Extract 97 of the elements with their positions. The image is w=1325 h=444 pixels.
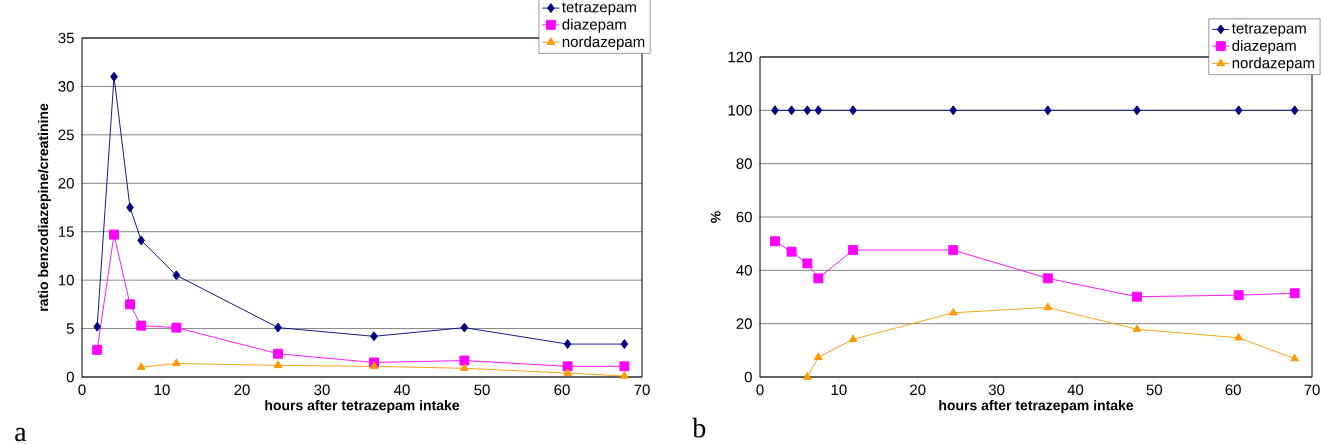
text: a (15, 427, 27, 442)
point (460, 322, 469, 333)
point (848, 245, 859, 256)
point (803, 105, 812, 116)
point (1133, 105, 1141, 116)
point (172, 358, 181, 367)
point (136, 320, 147, 331)
y-tick-label: 0 (744, 371, 752, 383)
x-tick-label: 0 (756, 384, 764, 396)
point (949, 105, 958, 116)
y-tick-label: 25 (58, 129, 74, 141)
point (563, 368, 572, 376)
point (948, 245, 959, 256)
point (1289, 288, 1300, 299)
x-tick-label: 70 (1304, 384, 1320, 396)
x-tick-label: 0 (78, 384, 86, 396)
point (802, 372, 812, 380)
point (1234, 105, 1243, 116)
point (137, 235, 146, 246)
y-tick-label: 5 (66, 323, 74, 334)
point (1044, 105, 1052, 116)
point (370, 331, 378, 342)
point (770, 236, 780, 247)
point (126, 202, 134, 213)
point (1042, 273, 1053, 284)
point (274, 322, 282, 333)
point (814, 352, 823, 360)
legend-label: diazepam (1232, 39, 1296, 54)
point (813, 273, 824, 284)
point (786, 246, 797, 257)
legend-label: diazepam (562, 18, 626, 33)
y-tick-label: 10 (58, 274, 74, 286)
point (109, 229, 119, 240)
point (1132, 324, 1142, 332)
point (814, 105, 823, 116)
point (619, 361, 630, 372)
point (1132, 291, 1142, 302)
point (171, 322, 182, 333)
x-tick-label: 10 (154, 384, 170, 396)
point (273, 348, 283, 359)
x-tick-label: 20 (234, 384, 250, 396)
point (1233, 290, 1244, 301)
point (125, 299, 135, 310)
x-tick-label: 70 (634, 384, 650, 396)
point (93, 321, 102, 332)
legend-label: tetrazepam (562, 2, 636, 16)
y-tick-label: 20 (58, 177, 74, 189)
x-tick-label: 60 (554, 384, 570, 396)
x-axis-title: hours after tetrazepam intake (939, 399, 1134, 414)
x-tick-label: 50 (474, 384, 490, 396)
point (172, 270, 181, 281)
x-tick-label: 40 (1067, 384, 1084, 396)
x-axis-title: hours after tetrazepam intake (265, 399, 460, 414)
x-tick-label: 50 (1146, 384, 1163, 396)
y-tick-label: 35 (58, 32, 74, 44)
point (562, 361, 573, 372)
point (771, 105, 779, 116)
legend-label: nordazepam (562, 36, 645, 51)
point (787, 105, 796, 116)
y-tick-label: 0 (66, 371, 74, 383)
y-tick-label: 40 (736, 265, 752, 276)
point (848, 334, 858, 343)
point (620, 371, 629, 379)
point (802, 258, 813, 269)
legend-label: nordazepam (1232, 57, 1315, 72)
y-axis-title: % (710, 211, 721, 223)
point (563, 339, 572, 350)
y-tick-label: 100 (728, 105, 752, 116)
point (1290, 353, 1300, 362)
x-tick-label: 10 (831, 384, 847, 396)
x-tick-label: 40 (394, 384, 410, 396)
point (1043, 302, 1053, 311)
point (110, 71, 118, 82)
x-tick-label: 20 (910, 384, 926, 396)
point (92, 344, 103, 355)
y-tick-label: 20 (736, 318, 752, 329)
point (459, 355, 470, 366)
point (620, 339, 629, 350)
x-tick-label: 60 (1225, 384, 1241, 396)
y-axis-title: ratio benzodiazepine/creatinine (37, 103, 51, 311)
point (273, 360, 283, 369)
text: b (692, 417, 706, 438)
point (948, 307, 958, 316)
y-tick-label: 60 (736, 211, 752, 223)
y-tick-label: 30 (58, 81, 74, 92)
y-tick-label: 15 (58, 226, 74, 237)
legend-label: tetrazepam (1231, 23, 1306, 37)
point (460, 363, 469, 371)
point (1290, 105, 1299, 116)
point (369, 361, 379, 370)
point (849, 105, 857, 116)
y-tick-label: 80 (736, 158, 752, 169)
y-tick-label: 120 (728, 51, 752, 63)
x-tick-label: 30 (988, 384, 1005, 396)
point (1234, 332, 1244, 341)
x-tick-label: 30 (314, 384, 330, 396)
point (136, 362, 146, 371)
